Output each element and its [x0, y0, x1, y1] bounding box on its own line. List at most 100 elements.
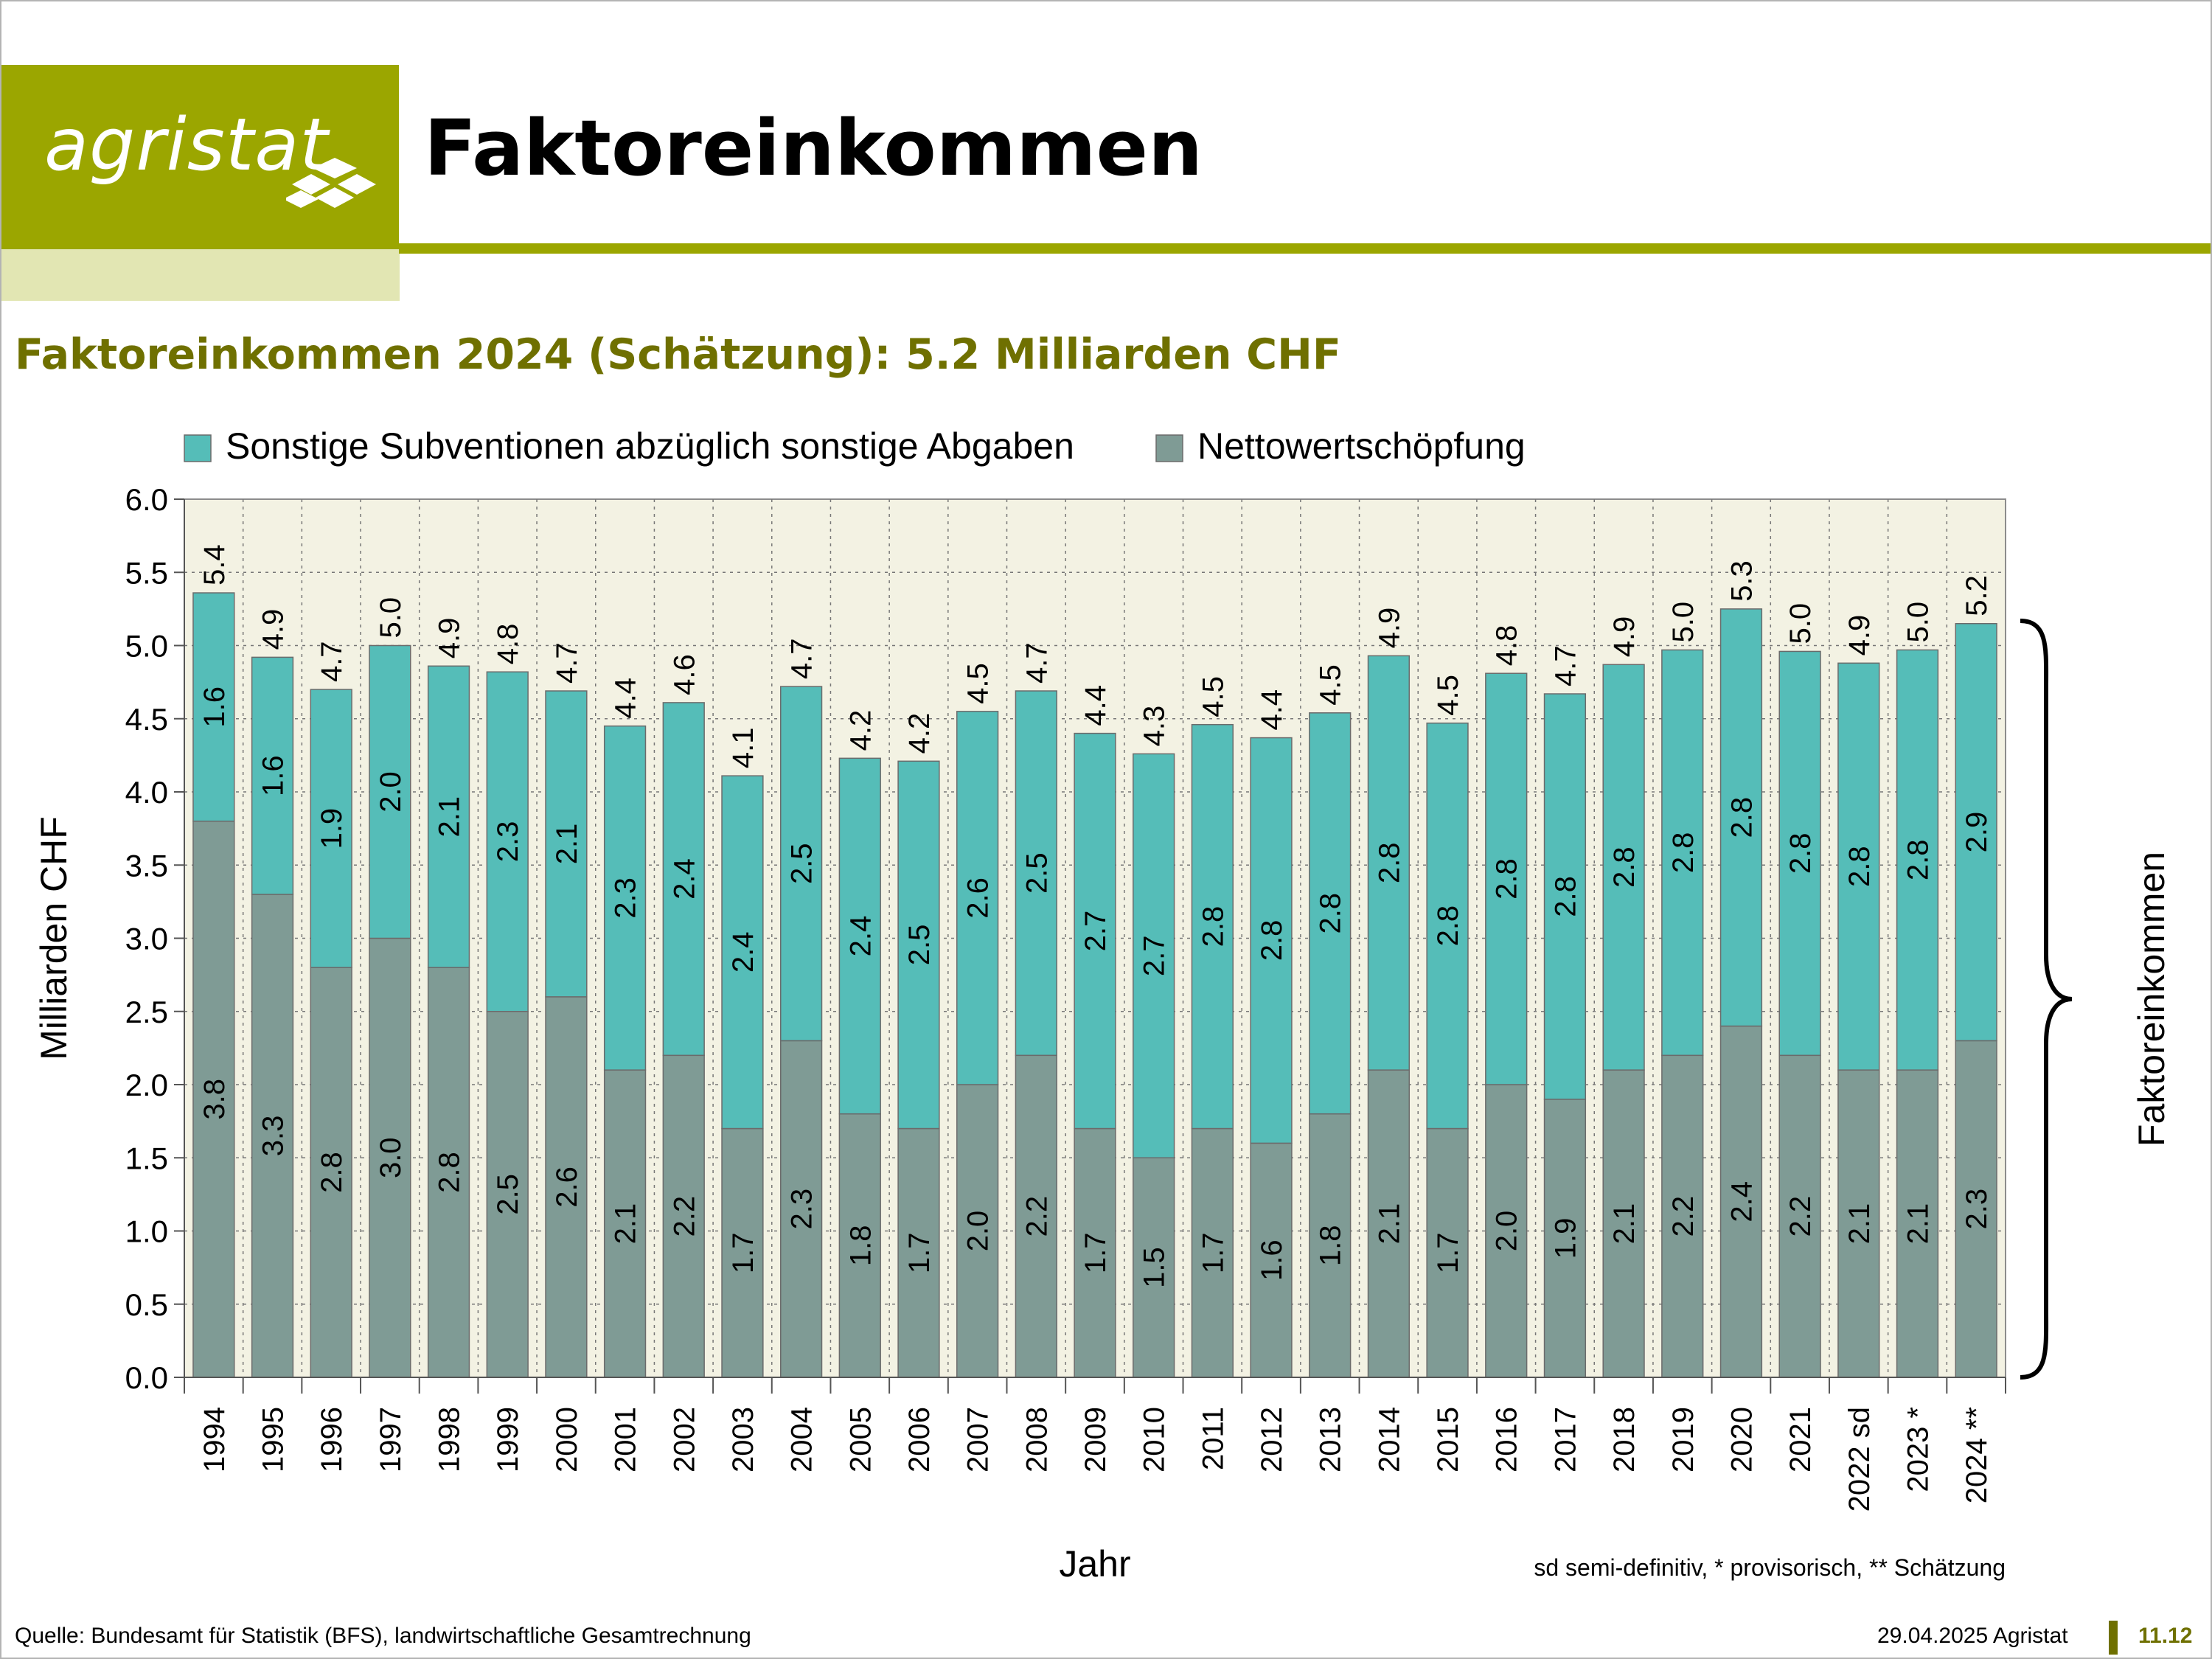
x-tick-label: 2000 — [551, 1407, 583, 1472]
total-label: 4.7 — [551, 642, 583, 684]
bar-subventionen — [1955, 622, 1997, 1042]
data-label-subventionen: 2.5 — [786, 843, 818, 884]
bar-nettowertschoepfung — [1955, 1040, 1997, 1378]
data-label-nettowertschoepfung: 2.0 — [1491, 1211, 1523, 1252]
bar-subventionen — [1367, 655, 1411, 1071]
bar-subventionen — [1896, 649, 1939, 1071]
data-label-subventionen: 2.4 — [668, 858, 700, 900]
data-label-nettowertschoepfung: 2.2 — [668, 1196, 700, 1237]
bar-subventionen — [1485, 672, 1528, 1085]
x-tick-label: 2020 — [1725, 1407, 1758, 1472]
total-label: 4.3 — [1138, 706, 1171, 747]
bar-nettowertschoepfung — [721, 1127, 764, 1378]
bar-subventionen — [1250, 737, 1293, 1144]
bar-nettowertschoepfung — [838, 1113, 881, 1378]
total-label: 4.5 — [962, 663, 995, 704]
bar-nettowertschoepfung — [1602, 1069, 1645, 1378]
bar-subventionen — [897, 760, 940, 1130]
data-label-subventionen: 2.6 — [962, 877, 995, 919]
y-tick-label: 4.0 — [125, 775, 168, 810]
bar-subventionen — [1074, 732, 1116, 1130]
bar-subventionen — [1426, 722, 1469, 1130]
total-label: 5.0 — [1667, 602, 1700, 643]
data-label-subventionen: 1.6 — [257, 755, 290, 796]
data-label-subventionen: 2.7 — [1138, 936, 1171, 977]
x-tick-label: 2022 sd — [1843, 1407, 1876, 1512]
total-label: 4.5 — [1315, 664, 1347, 706]
data-label-subventionen: 2.1 — [551, 824, 583, 865]
bar-subventionen — [192, 592, 235, 822]
bar-subventionen — [369, 644, 411, 939]
bar-nettowertschoepfung — [486, 1011, 529, 1378]
total-label: 4.4 — [1079, 685, 1112, 726]
x-tick-label: 2015 — [1432, 1407, 1464, 1472]
bar-nettowertschoepfung — [662, 1054, 705, 1378]
x-axis-title: Jahr — [1059, 1543, 1130, 1585]
bar-subventionen — [545, 690, 588, 998]
y-tick-label: 3.5 — [125, 848, 168, 883]
data-label-nettowertschoepfung: 2.2 — [1020, 1196, 1053, 1237]
total-label: 4.5 — [1197, 676, 1229, 717]
bar-subventionen — [251, 656, 294, 895]
bar-nettowertschoepfung — [310, 967, 352, 1378]
data-label-subventionen: 2.9 — [1961, 812, 1993, 853]
agristat-logo — [1, 65, 399, 249]
data-label-subventionen: 2.3 — [610, 877, 642, 919]
footer-date: 29.04.2025 Agristat — [1877, 1624, 2068, 1648]
total-label: 4.7 — [1020, 642, 1053, 684]
data-label-nettowertschoepfung: 1.7 — [1197, 1232, 1229, 1273]
data-label-subventionen: 2.8 — [1608, 846, 1641, 888]
data-label-nettowertschoepfung: 2.8 — [316, 1152, 348, 1193]
data-label-nettowertschoepfung: 1.8 — [1315, 1225, 1347, 1267]
data-label-nettowertschoepfung: 1.5 — [1138, 1247, 1171, 1288]
data-label-nettowertschoepfung: 1.7 — [1432, 1232, 1464, 1273]
total-label: 4.2 — [844, 710, 877, 751]
chart-footnote: sd semi-definitiv, * provisorisch, ** Sc… — [1534, 1554, 2006, 1581]
data-label-subventionen: 2.8 — [1784, 833, 1817, 874]
data-label-nettowertschoepfung: 2.8 — [434, 1152, 466, 1193]
bar-nettowertschoepfung — [1367, 1069, 1411, 1378]
data-label-nettowertschoepfung: 2.4 — [1725, 1181, 1758, 1222]
header-rule — [399, 243, 2211, 254]
data-label-subventionen: 2.8 — [1902, 839, 1934, 880]
y-tick-label: 2.5 — [125, 995, 168, 1029]
x-tick-label: 1994 — [198, 1407, 231, 1472]
bar-subventionen — [1837, 662, 1880, 1071]
x-tick-label: 2021 — [1784, 1407, 1817, 1472]
x-tick-label: 2003 — [727, 1407, 759, 1472]
bar-nettowertschoepfung — [1543, 1099, 1587, 1378]
bar-subventionen — [486, 671, 529, 1012]
bar-nettowertschoepfung — [603, 1069, 647, 1378]
legend-swatch-nettowertschoepfung — [1155, 434, 1183, 462]
total-label: 4.6 — [668, 654, 700, 695]
faktoreinkommen-brace — [2020, 619, 2073, 1380]
x-tick-label: 2007 — [962, 1407, 995, 1472]
data-label-subventionen: 2.8 — [1373, 842, 1405, 883]
bar-nettowertschoepfung — [545, 996, 588, 1378]
data-label-nettowertschoepfung: 2.0 — [962, 1211, 995, 1252]
data-label-nettowertschoepfung: 3.3 — [257, 1116, 290, 1157]
data-label-nettowertschoepfung: 3.8 — [198, 1079, 231, 1120]
bar-subventionen — [721, 775, 764, 1130]
bar-nettowertschoepfung — [1896, 1069, 1939, 1378]
total-label: 4.9 — [1373, 608, 1405, 649]
data-label-nettowertschoepfung: 1.7 — [903, 1232, 936, 1273]
x-tick-label: 1999 — [492, 1407, 524, 1472]
x-tick-label: 2001 — [610, 1407, 642, 1472]
data-label-nettowertschoepfung: 1.6 — [1256, 1239, 1288, 1281]
bar-nettowertschoepfung — [1778, 1054, 1821, 1378]
bar-nettowertschoepfung — [1485, 1084, 1528, 1378]
data-label-nettowertschoepfung: 2.1 — [1902, 1203, 1934, 1245]
x-tick-label: 2013 — [1315, 1407, 1347, 1472]
x-tick-label: 2008 — [1020, 1407, 1053, 1472]
total-label: 4.7 — [316, 641, 348, 682]
x-tick-label: 1997 — [375, 1407, 407, 1472]
bar-subventionen — [603, 725, 647, 1071]
x-tick-label: 1998 — [434, 1407, 466, 1472]
total-label: 4.7 — [786, 638, 818, 679]
x-tick-label: 2006 — [903, 1407, 936, 1472]
stacked-bar-chart: 0.0 0.5 1.0 1.5 2.0 2.5 3.0 3.5 4.0 4.5 5.0 5.5 6.0 1… — [33, 425, 2172, 1585]
data-label-subventionen: 2.8 — [1432, 905, 1464, 947]
bar-nettowertschoepfung — [1074, 1127, 1116, 1378]
data-label-nettowertschoepfung: 1.7 — [727, 1232, 759, 1273]
